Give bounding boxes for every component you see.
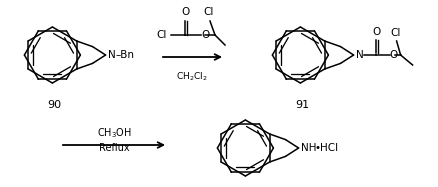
Text: Cl: Cl [157,30,167,40]
Text: NH: NH [300,143,316,153]
Text: Cl: Cl [390,28,401,38]
Text: O: O [372,27,381,37]
Text: N: N [108,50,115,60]
Text: 91: 91 [295,100,309,110]
Text: •HCl: •HCl [314,143,339,153]
Text: Cl: Cl [204,7,214,17]
Text: CH$_3$OH: CH$_3$OH [96,126,131,140]
Text: 90: 90 [47,100,61,110]
Text: CH$_2$Cl$_2$: CH$_2$Cl$_2$ [176,70,208,82]
Text: O: O [181,7,189,17]
Text: O: O [201,30,209,40]
Text: Reflux: Reflux [99,143,129,153]
Text: –Bn: –Bn [116,50,134,60]
Text: N: N [356,50,364,60]
Text: O: O [389,50,398,60]
